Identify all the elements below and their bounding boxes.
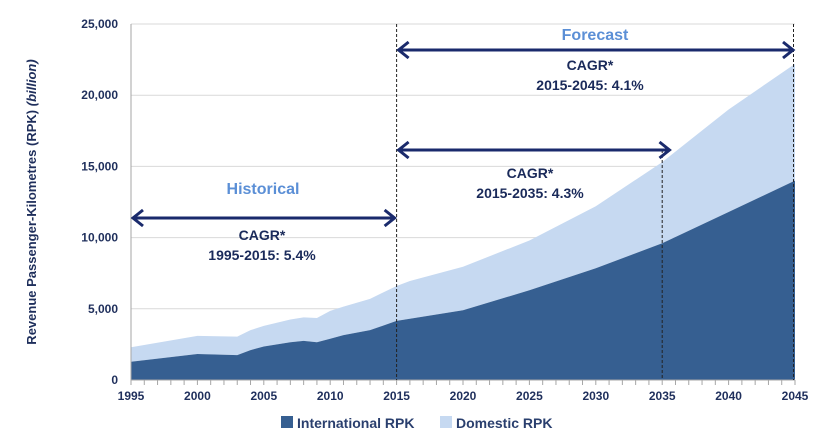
x-tick-label: 2040 (715, 389, 742, 403)
forecast-label: Forecast (562, 27, 629, 44)
y-tick-label: 10,000 (81, 231, 118, 245)
x-tick-label: 2045 (782, 389, 809, 403)
area-international-rpk (131, 180, 795, 380)
legend-swatch-domestic (440, 416, 452, 428)
legend-label-international: International RPK (297, 415, 414, 431)
historical-arrow-head-right (383, 208, 398, 228)
forecast-cagr-label: CAGR* (567, 57, 614, 73)
y-tick-label: 20,000 (81, 88, 118, 102)
forecast-arrow-head-left (396, 40, 410, 60)
x-tick-label: 2035 (649, 389, 676, 403)
mid-arrow-head-left (396, 140, 410, 160)
mid-cagr-value: 2015-2035: 4.3% (476, 185, 584, 201)
x-tick-label: 2020 (450, 389, 477, 403)
historical-label: Historical (227, 181, 300, 198)
mid-cagr-label: CAGR* (507, 165, 554, 181)
x-tick-label: 2000 (184, 389, 211, 403)
x-tick-label: 2010 (317, 389, 344, 403)
historical-cagr-label: CAGR* (239, 227, 286, 243)
y-tick-label: 25,000 (81, 17, 118, 31)
legend: International RPK Domestic RPK (281, 415, 552, 431)
mid-arrow-head-right (658, 140, 672, 160)
y-axis-unit: (billion) (24, 59, 39, 106)
x-tick-label: 2025 (516, 389, 543, 403)
historical-cagr-value: 1995-2015: 5.4% (208, 247, 316, 263)
y-tick-label: 5,000 (88, 302, 118, 316)
historical-arrow-head-left (130, 208, 144, 228)
forecast-cagr-value: 2015-2045: 4.1% (536, 77, 644, 93)
legend-label-domestic: Domestic RPK (456, 415, 552, 431)
y-tick-label: 0 (111, 373, 118, 387)
y-axis-title: Revenue Passenger-Kilometres (RPK) (bill… (24, 59, 39, 344)
x-tick-label: 1995 (118, 389, 145, 403)
forecast-arrow-head-right (782, 40, 796, 60)
x-tick-label: 2030 (582, 389, 609, 403)
x-tick-label: 2015 (383, 389, 410, 403)
y-tick-label: 15,000 (81, 159, 118, 173)
legend-swatch-international (281, 416, 293, 428)
x-tick-label: 2005 (250, 389, 277, 403)
y-axis-label: Revenue Passenger-Kilometres (RPK) (24, 110, 39, 345)
